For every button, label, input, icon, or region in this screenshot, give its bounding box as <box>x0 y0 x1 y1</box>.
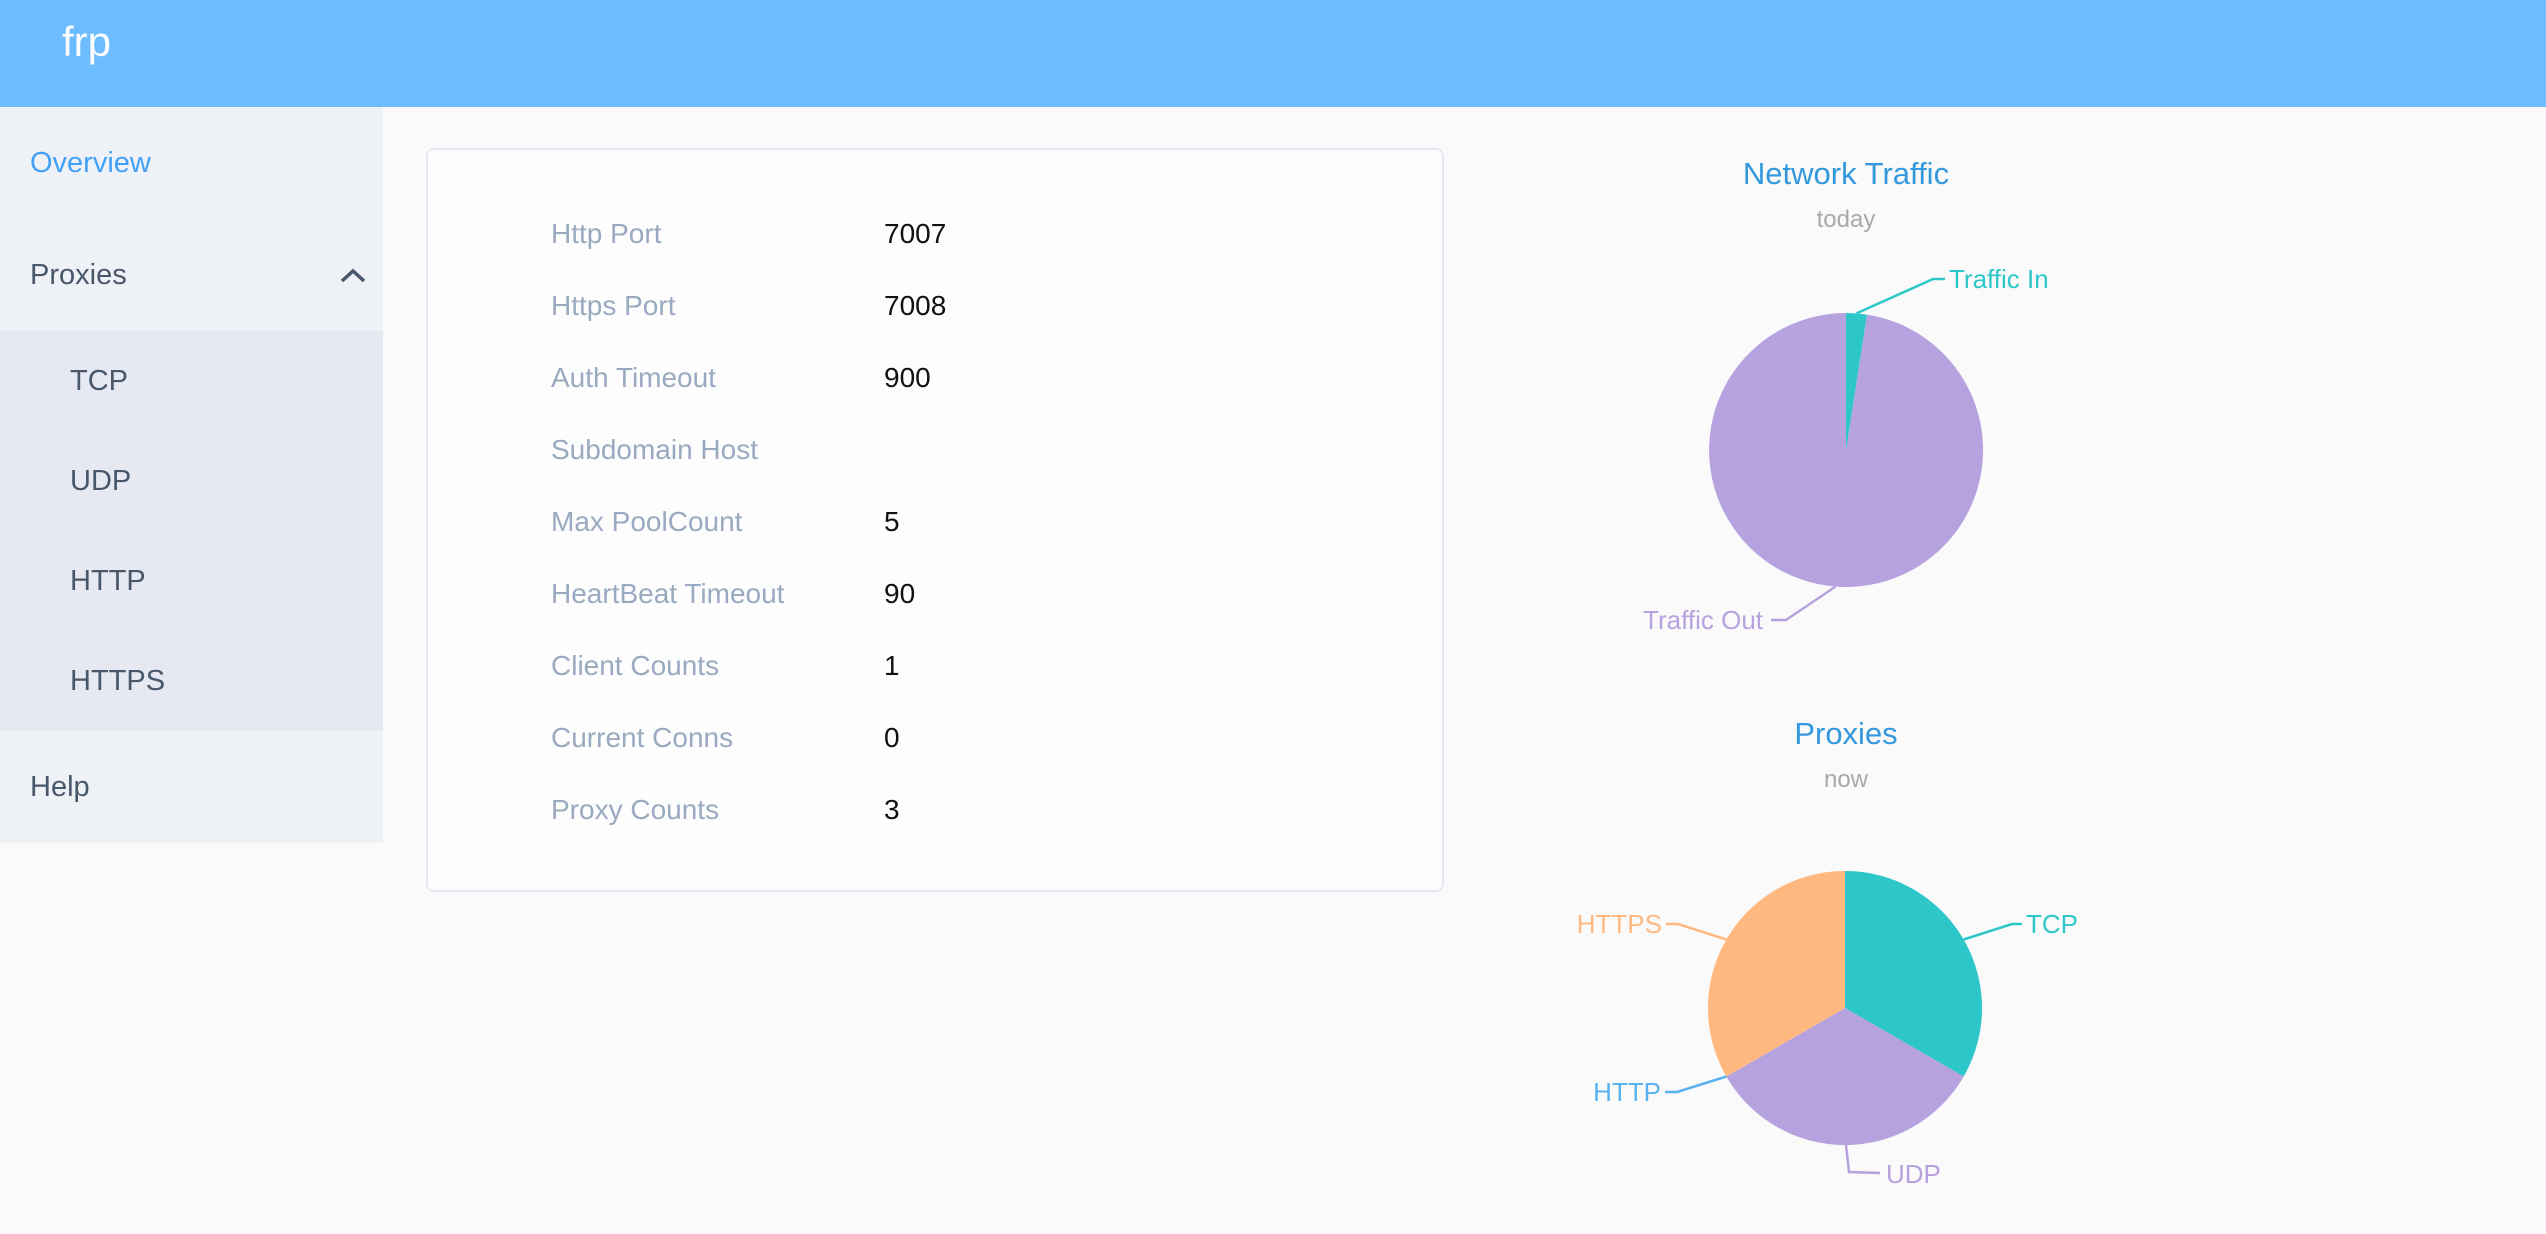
chart-title: Network Traffic <box>1742 156 1950 191</box>
config-row: Subdomain Host <box>428 414 1442 486</box>
sidebar-item-udp[interactable]: UDP <box>70 464 132 497</box>
label-line-traffic-in <box>1855 277 1945 315</box>
config-label: Http Port <box>551 218 662 249</box>
chevron-up-icon <box>339 267 367 284</box>
label-line-tcp <box>1963 922 2022 941</box>
config-row: Http Port 7007 <box>428 198 1442 270</box>
config-row: Https Port 7008 <box>428 270 1442 342</box>
sidebar-item-help[interactable]: Help <box>30 770 90 803</box>
server-config-card: Http Port 7007 Https Port 7008 Auth Time… <box>426 148 1444 892</box>
frp-logo: frp <box>62 18 112 65</box>
config-value: 5 <box>884 506 900 537</box>
pie-slice-tcp <box>1845 871 1982 1077</box>
pie-slice-https <box>1708 871 1845 1077</box>
config-value: 1 <box>884 650 900 681</box>
config-row: HeartBeat Timeout 90 <box>428 558 1442 630</box>
config-row: Auth Timeout 900 <box>428 342 1442 414</box>
config-label: Auth Timeout <box>551 362 716 393</box>
sidebar-item-overview[interactable]: Overview <box>30 146 151 179</box>
sidebar-item-https[interactable]: HTTPS <box>70 664 166 697</box>
config-value: 900 <box>884 362 931 393</box>
chart-title: Proxies <box>1794 716 1898 751</box>
config-label: Current Conns <box>551 722 734 753</box>
label-line-https <box>1666 922 1727 941</box>
config-row: Client Counts 1 <box>428 630 1442 702</box>
config-label: Proxy Counts <box>551 794 720 825</box>
config-value: 90 <box>884 578 916 609</box>
pie-slice-traffic-in <box>1846 312 1867 450</box>
pie-label-http: HTTP <box>1593 1077 1661 1107</box>
config-label: HeartBeat Timeout <box>551 578 785 609</box>
config-value: 0 <box>884 722 900 753</box>
config-label: Subdomain Host <box>551 434 759 465</box>
chart-subtitle: now <box>1823 766 1869 793</box>
sidebar: Overview Proxies TCP UDP HTTP HTTPS Help <box>0 107 383 843</box>
pie-label-traffic-in: Traffic In <box>1949 264 2049 294</box>
chart-subtitle: today <box>1816 206 1876 233</box>
pie-slice-udp <box>1726 1008 1964 1145</box>
config-value: 7008 <box>884 290 947 321</box>
proxies-submenu: TCP UDP HTTP HTTPS <box>0 331 383 731</box>
config-row: Current Conns 0 <box>428 702 1442 774</box>
config-row: Proxy Counts 3 <box>428 774 1442 846</box>
header-bar: frp <box>0 0 2546 107</box>
pie-label-https: HTTPS <box>1576 909 1662 939</box>
pie-label-traffic-out: Traffic Out <box>1643 605 1763 635</box>
config-value: 3 <box>884 794 900 825</box>
sidebar-item-tcp[interactable]: TCP <box>70 364 128 397</box>
pie-slice-traffic-out <box>1709 313 1984 587</box>
sidebar-item-proxies[interactable]: Proxies <box>0 219 383 331</box>
sidebar-item-proxies-label: Proxies <box>30 258 127 291</box>
config-label: Max PoolCount <box>551 506 743 537</box>
config-value: 7007 <box>884 218 947 249</box>
label-line-udp <box>1844 1144 1881 1175</box>
label-line-http <box>1665 1075 1727 1094</box>
chart-proxies: Proxies now TCP HTTPS UDP HTTP <box>1466 700 2226 1234</box>
sidebar-item-http[interactable]: HTTP <box>70 564 146 597</box>
label-line-traffic-out <box>1771 585 1837 622</box>
config-row: Max PoolCount 5 <box>428 486 1442 558</box>
pie-label-tcp: TCP <box>2026 909 2078 939</box>
chart-network-traffic: Network Traffic today Traffic In Traffic… <box>1466 140 2226 680</box>
config-label: Client Counts <box>551 650 720 681</box>
config-label: Https Port <box>551 290 676 321</box>
pie-label-udp: UDP <box>1886 1159 1941 1189</box>
